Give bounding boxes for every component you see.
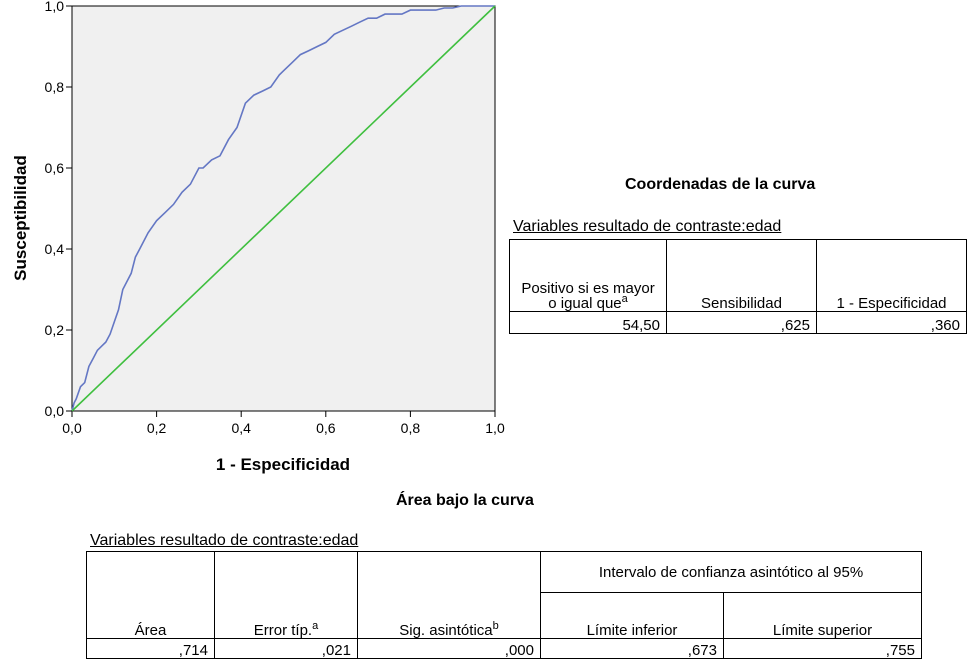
area-table: Área Error típ.a Sig. asintóticab Interv… — [86, 551, 922, 659]
area-header-row-2: Límite inferior Límite superior — [87, 592, 922, 639]
area-cell-area: ,714 — [86, 638, 215, 659]
coords-table: Positivo si es mayor o igual quea Sensib… — [509, 239, 967, 334]
area-header-upper: Límite superior — [723, 592, 922, 639]
area-header-std-error-label: Error típ. — [253, 622, 313, 639]
area-cell-lower: ,673 — [540, 638, 724, 659]
area-cell-sig: ,000 — [357, 638, 541, 659]
coords-cell-1-minus-spec: ,360 — [816, 311, 967, 334]
series-layer — [71, 5, 496, 412]
x-axis-label: 1 - Especificidad — [216, 455, 350, 474]
x-tick-label: 0,4 — [231, 420, 251, 436]
y-tick-label: 0,6 — [45, 160, 65, 176]
area-header-ci: Intervalo de confianza asintótico al 95% — [540, 551, 922, 593]
x-tick-label: 0,2 — [147, 420, 167, 436]
reference-diagonal — [71, 5, 496, 412]
footnote-b-marker: b — [492, 620, 499, 632]
area-cell-upper: ,755 — [723, 638, 922, 659]
coords-header-cutoff: Positivo si es mayor o igual quea — [509, 239, 667, 312]
coords-cell-cutoff: 54,50 — [509, 311, 667, 334]
y-tick-label: 1,0 — [45, 0, 65, 14]
area-header-std-error: Error típ.a — [214, 551, 358, 639]
roc-curve — [71, 5, 495, 412]
area-cell-std-error: ,021 — [214, 638, 358, 659]
x-tick-label: 0,8 — [401, 420, 421, 436]
coords-header-1-minus-spec: 1 - Especificidad — [816, 239, 967, 312]
y-tick-label: 0,2 — [45, 322, 65, 338]
area-header-lower: Límite inferior — [540, 592, 724, 639]
ticks-layer: 0,0 0,2 0,4 0,6 0,8 1,0 0,0 0,2 0,4 0,6 0,8 1,0 — [45, 0, 505, 436]
y-tick-label: 0,0 — [45, 403, 65, 419]
area-header-row-1: Área Error típ.a Sig. asintóticab Interv… — [86, 551, 922, 639]
area-header-sig: Sig. asintóticab — [357, 551, 541, 639]
footnote-a-marker: a — [621, 293, 628, 305]
x-tick-label: 1,0 — [485, 420, 505, 436]
area-header-area: Área — [86, 551, 215, 639]
x-tick-label: 0,6 — [316, 420, 336, 436]
coords-data-row: 54,50 ,625 ,360 — [509, 311, 967, 334]
footnote-a-marker-2: a — [312, 620, 319, 632]
coords-header-sensitivity: Sensibilidad — [666, 239, 817, 312]
coords-header-cutoff-label: Positivo si es mayor o igual que — [521, 280, 655, 312]
area-table-caption: Variables resultado de contraste:edad — [90, 532, 359, 549]
y-tick-label: 0,8 — [45, 79, 65, 95]
x-tick-label: 0,0 — [62, 420, 82, 436]
area-data-row: ,714 ,021 ,000 ,673 ,755 — [86, 638, 922, 659]
coords-table-caption: Variables resultado de contraste:edad — [513, 218, 782, 235]
coords-header-row: Positivo si es mayor o igual quea Sensib… — [509, 239, 967, 312]
area-header-sig-label: Sig. asintótica — [399, 622, 493, 639]
coords-table-title: Coordenadas de la curva — [625, 176, 816, 193]
area-table-title: Área bajo la curva — [396, 492, 534, 509]
coords-cell-sensitivity: ,625 — [666, 311, 817, 334]
y-axis-label: Susceptibilidad — [11, 155, 30, 281]
y-tick-label: 0,4 — [45, 241, 65, 257]
